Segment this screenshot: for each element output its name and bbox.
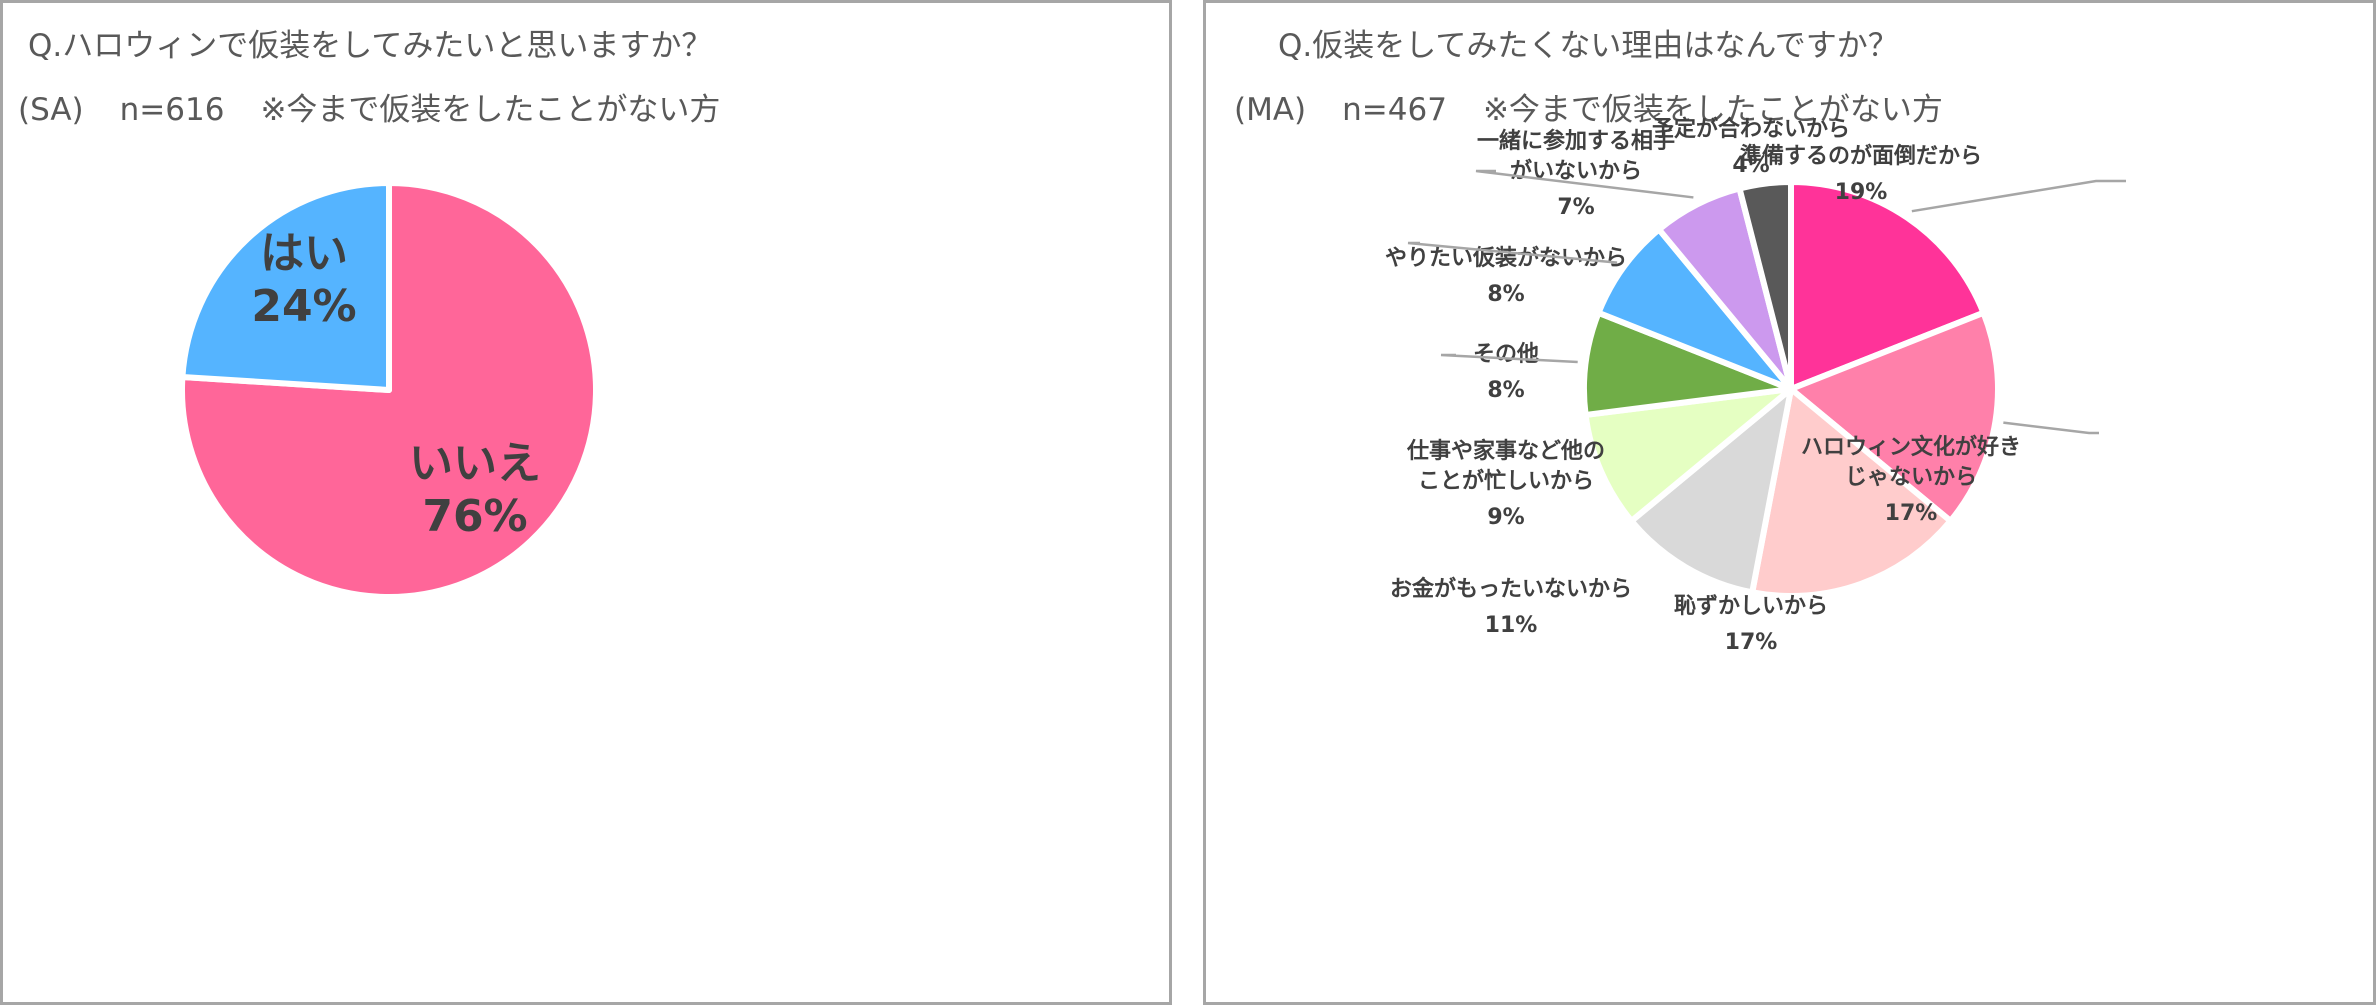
left-sample-size: n=616	[119, 92, 225, 128]
right-slice-label-3-line-0: お金がもったいないから	[1390, 576, 1632, 602]
right-slice-label-4-line-1: ことが忙しいから	[1418, 468, 1594, 494]
right-slice-value-8: 4%	[1732, 153, 1769, 178]
left-slice-label-1: いいえ	[409, 438, 541, 489]
right-slice-label-1-line-1: じゃないから	[1845, 465, 1977, 490]
left-chart-panel: Q.ハロウィンで仮装をしてみたいと思いますか？ (SA) n=616 ※今まで仮装を…	[0, 0, 1172, 1005]
left-slice-value-1: 76%	[422, 491, 527, 542]
left-slice-label-0: はい	[260, 228, 348, 279]
right-question-type: (MA)	[1234, 92, 1307, 128]
left-question-subtitle: (SA) n=616 ※今まで仮装をしたことがない方	[18, 84, 756, 129]
right-leader-line-6	[1407, 241, 1618, 264]
right-slice-label-6-line-0: やりたい仮装がないから	[1385, 245, 1627, 271]
right-slice-value-2: 17%	[1725, 630, 1778, 655]
right-slice-label-2-line-0: 恥ずかしいから	[1674, 594, 1828, 619]
right-slice-value-4: 9%	[1487, 505, 1524, 530]
right-pie-slice-1	[1788, 309, 2001, 524]
right-leader-line-0	[1911, 179, 2126, 213]
right-sample-size: n=467	[1342, 92, 1447, 128]
right-leader-line-1	[2003, 421, 2099, 435]
right-question-title: Q.仮装をしてみたくない理由はなんですか？	[1278, 28, 1899, 64]
right-chart-panel: Q.仮装をしてみたくない理由はなんですか？ (MA) n=467 ※今まで仮装をした…	[1203, 0, 2376, 1005]
right-question-subtitle: (MA) n=467 ※今まで仮装をしたことがない方	[1234, 84, 1979, 129]
right-slice-label-8-line-0: 予定が合わないから	[1652, 116, 1850, 142]
left-question-type: (SA)	[18, 92, 84, 128]
right-slice-label-0-line-0: 準備するのが面倒だから	[1740, 143, 1982, 169]
right-leader-line-7	[1475, 169, 1694, 199]
right-slice-label-5-line-0: その他	[1473, 342, 1539, 367]
left-target-note: ※今まで仮装をしたことがない方	[260, 92, 721, 128]
right-slice-value-3: 11%	[1485, 613, 1538, 638]
right-leader-line-5	[1440, 353, 1578, 364]
right-pie-slice-2	[1749, 386, 1954, 599]
right-pie-slice-4	[1582, 386, 1794, 524]
left-pie-slice-1	[179, 180, 392, 393]
right-target-note: ※今まで仮装をしたことがない方	[1482, 92, 1943, 128]
right-pie-slice-3	[1628, 386, 1794, 596]
right-slice-label-7-line-0: 一緒に参加する相手	[1477, 128, 1675, 154]
right-slice-value-6: 8%	[1487, 282, 1524, 307]
right-slice-value-1: 17%	[1885, 501, 1938, 526]
right-pie-slice-8	[1736, 179, 1794, 392]
right-slice-value-0: 19%	[1835, 180, 1888, 205]
right-pie-slice-0	[1788, 179, 1987, 392]
right-slice-label-1-line-0: ハロウィン文化が好き	[1801, 434, 2021, 460]
right-slice-value-7: 7%	[1557, 195, 1594, 220]
left-slice-value-0: 24%	[251, 281, 356, 332]
left-question-title: Q.ハロウィンで仮装をしてみたいと思いますか？	[28, 28, 713, 64]
left-pie-slice-0	[179, 180, 599, 600]
right-slice-value-5: 8%	[1487, 378, 1524, 403]
right-slice-label-7-line-1: がいないから	[1510, 158, 1642, 184]
right-slice-label-4-line-0: 仕事や家事など他の	[1406, 438, 1605, 464]
